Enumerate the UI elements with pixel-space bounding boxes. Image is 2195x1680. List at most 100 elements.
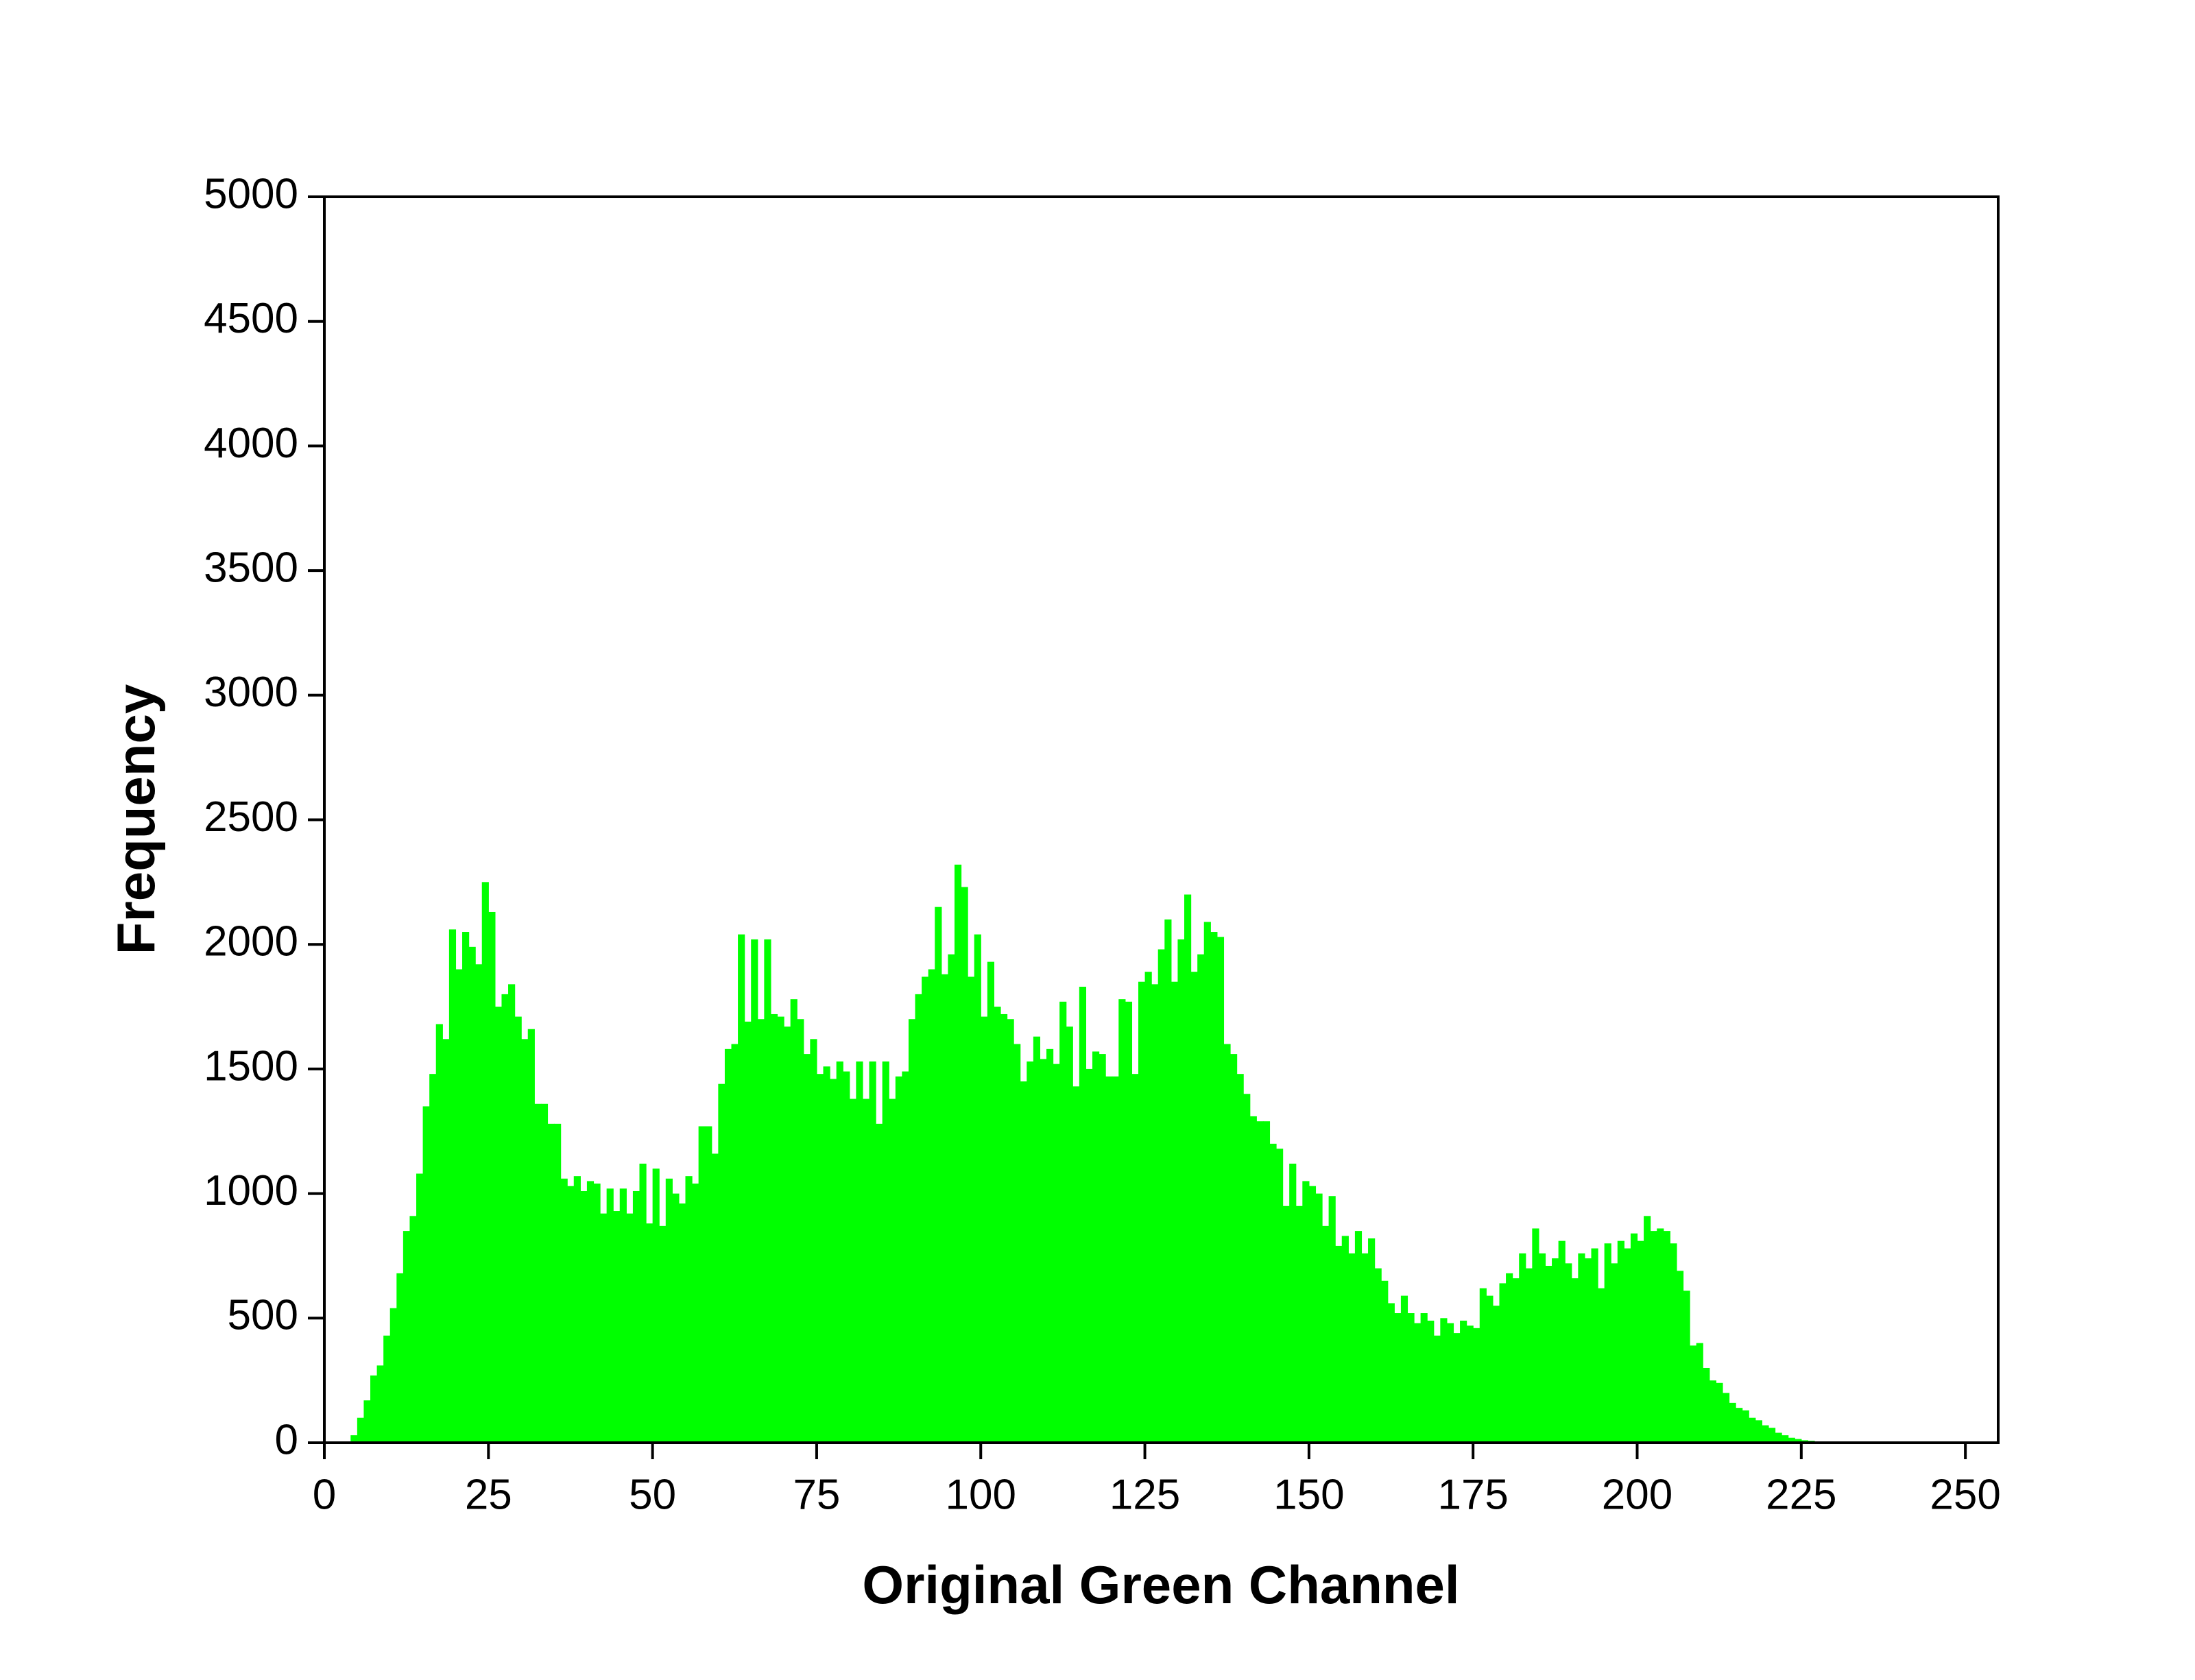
bar (1400, 1295, 1408, 1443)
bar (1624, 1248, 1631, 1443)
y-tick-label: 4500 (204, 295, 298, 342)
bar (429, 1074, 437, 1443)
bar (1289, 1163, 1297, 1443)
bar (974, 934, 981, 1443)
bar (1578, 1253, 1585, 1443)
bar (948, 954, 955, 1443)
y-tick-label: 500 (228, 1292, 298, 1339)
bar (613, 1211, 621, 1443)
bar (600, 1213, 608, 1443)
x-tick-label: 150 (1273, 1471, 1344, 1518)
bar (1545, 1265, 1552, 1443)
bar (1696, 1343, 1703, 1443)
x-tick-label: 225 (1766, 1471, 1836, 1518)
bar (632, 1190, 640, 1443)
bar (1768, 1428, 1776, 1443)
bar (823, 1066, 830, 1443)
y-tick-label: 2500 (204, 793, 298, 841)
bar (652, 1168, 660, 1443)
bar (1591, 1248, 1598, 1443)
y-tick-label: 2000 (204, 918, 298, 965)
bar (961, 887, 968, 1443)
bar (422, 1106, 430, 1443)
bar (1433, 1335, 1441, 1443)
bar (718, 1083, 725, 1443)
bar (1512, 1278, 1520, 1443)
bar (935, 907, 942, 1443)
bar (1499, 1283, 1507, 1443)
bar (1302, 1181, 1310, 1443)
x-axis-label: Original Green Channel (862, 1555, 1459, 1615)
bar (1440, 1318, 1448, 1443)
x-tick-label: 0 (313, 1471, 336, 1518)
bar (1007, 1019, 1014, 1443)
bar (1125, 1001, 1133, 1443)
bar (1644, 1216, 1651, 1443)
bar (1177, 939, 1185, 1443)
bar (435, 1024, 443, 1443)
bar (902, 1071, 909, 1443)
x-tick-label: 100 (946, 1471, 1016, 1518)
bar (928, 969, 935, 1443)
bar (554, 1123, 562, 1443)
bar (357, 1417, 365, 1443)
bar (882, 1061, 889, 1443)
bar (481, 882, 489, 1443)
bar (678, 1203, 686, 1443)
bar (968, 976, 975, 1443)
bar (981, 1016, 988, 1443)
bar (764, 939, 771, 1443)
bar (1046, 1048, 1054, 1443)
bar (1361, 1253, 1369, 1443)
bar (1092, 1051, 1100, 1443)
bar (1158, 949, 1165, 1443)
bar (1079, 986, 1087, 1443)
bar (1171, 981, 1179, 1443)
bar (1552, 1258, 1559, 1443)
bar (1354, 1231, 1363, 1443)
bar (389, 1308, 397, 1443)
bar (560, 1178, 568, 1443)
bar (1210, 932, 1218, 1443)
bar (534, 1103, 542, 1443)
bar (1066, 1027, 1073, 1443)
bar (843, 1071, 850, 1443)
bar (514, 1016, 522, 1443)
bar (1236, 1074, 1244, 1443)
bar (987, 961, 994, 1443)
bar (442, 1039, 450, 1443)
bar (580, 1190, 588, 1443)
bar (738, 934, 745, 1443)
bar (547, 1123, 555, 1443)
bar (1749, 1417, 1756, 1443)
bar (1519, 1253, 1526, 1443)
bar (1184, 894, 1192, 1443)
bar (376, 1365, 384, 1443)
x-tick-label: 175 (1437, 1471, 1508, 1518)
bar (521, 1039, 529, 1443)
bar (1762, 1425, 1769, 1443)
bar (757, 1019, 765, 1443)
bar (1571, 1278, 1579, 1443)
y-tick-label: 3000 (204, 669, 298, 716)
bar (1000, 1013, 1008, 1443)
bar (1020, 1081, 1027, 1443)
bar (777, 1016, 784, 1443)
bar (1197, 954, 1205, 1443)
bar (1795, 1439, 1802, 1443)
y-axis-label: Frequency (106, 684, 166, 955)
bar (724, 1048, 732, 1443)
bar (803, 1054, 811, 1443)
bar (1506, 1273, 1513, 1443)
bar (1709, 1380, 1716, 1443)
bar (1703, 1367, 1710, 1443)
bar (744, 1021, 752, 1443)
bar (462, 932, 470, 1443)
y-tick-label: 5000 (204, 170, 298, 217)
bar (1532, 1228, 1539, 1443)
y-tick-label: 1000 (204, 1167, 298, 1214)
bar (1742, 1410, 1749, 1443)
bar (941, 974, 948, 1443)
bar (1040, 1059, 1047, 1443)
